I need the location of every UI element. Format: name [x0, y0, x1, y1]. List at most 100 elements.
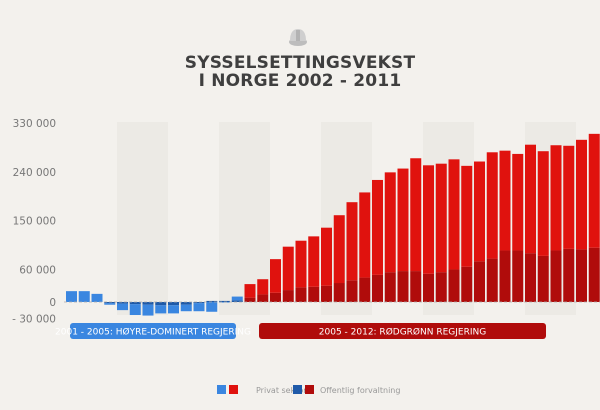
- bar-public: [282, 290, 294, 302]
- bar-public: [231, 300, 243, 302]
- legend: Privat sektor Offentlig forvaltning: [217, 385, 400, 395]
- bar-private: [129, 304, 141, 316]
- bar-public: [563, 248, 575, 302]
- bar-private: [66, 291, 77, 302]
- bar-private: [180, 304, 192, 312]
- bar-public: [588, 247, 600, 302]
- bar-private: [346, 202, 358, 281]
- bar-public: [372, 274, 383, 302]
- bar-private: [525, 144, 536, 254]
- legend-private-blue-swatch: [217, 385, 226, 394]
- bar-public: [537, 255, 549, 302]
- bar-private: [321, 227, 332, 286]
- legend-public-blue-swatch: [293, 385, 302, 394]
- bar-public: [117, 302, 128, 304]
- bar-private: [537, 151, 549, 256]
- bar-private: [448, 159, 460, 270]
- bar-private: [282, 246, 294, 291]
- bar-public: [486, 258, 498, 302]
- bar-public: [576, 249, 587, 302]
- bar-private: [168, 305, 179, 314]
- bar-private: [461, 165, 473, 267]
- bar-public: [384, 272, 396, 302]
- bar-private: [359, 192, 371, 278]
- bar-public: [295, 287, 307, 302]
- bar-public: [155, 302, 167, 306]
- year-band: [117, 122, 168, 315]
- bar-private: [206, 302, 218, 312]
- bar-public: [448, 269, 460, 302]
- legend-public-label: Offentlig forvaltning: [320, 386, 400, 395]
- bar-private: [257, 279, 269, 295]
- bar-private: [155, 305, 167, 314]
- bar-private: [435, 163, 447, 273]
- bar-private: [308, 236, 320, 287]
- bar-private: [576, 139, 587, 250]
- bar-public: [193, 302, 205, 304]
- bar-private: [372, 179, 383, 275]
- bar-public: [359, 277, 371, 302]
- period-badge: [70, 323, 236, 339]
- chart-title-line-1: SYSSELSETTINGSVEKST: [185, 53, 416, 73]
- period-labels: 2001 - 2005: HØYRE-DOMINERT REGJERING 200…: [55, 323, 546, 339]
- bars: [66, 133, 600, 316]
- y-tick-label: 0: [49, 297, 56, 309]
- bar-private: [512, 153, 524, 251]
- bar-private: [397, 168, 409, 272]
- bar-private: [295, 240, 307, 288]
- bar-private: [384, 172, 396, 273]
- bar-private: [193, 303, 205, 312]
- period-badge: [259, 323, 546, 339]
- bar-public: [423, 273, 434, 302]
- y-tick-label: 240 000: [13, 167, 56, 179]
- bar-public: [244, 297, 256, 302]
- bar-public: [142, 302, 154, 305]
- bar-private: [474, 161, 485, 262]
- bar-public: [257, 294, 269, 302]
- bar-public: [129, 302, 141, 305]
- y-axis: 330 000 240 000 150 000 60 000 0 - 30 000: [12, 118, 56, 325]
- bar-public: [321, 285, 332, 302]
- bar-private: [117, 303, 128, 311]
- bar-private: [91, 293, 103, 302]
- bar-public: [499, 250, 511, 302]
- bar-public: [333, 283, 345, 302]
- chart-title-line-2: I NORGE 2002 - 2011: [199, 71, 402, 91]
- bar-private: [550, 145, 562, 251]
- bar-private: [499, 150, 511, 251]
- bar-public: [104, 302, 116, 304]
- legend-public-red-swatch: [305, 385, 314, 394]
- logo-icon: [289, 29, 307, 46]
- bar-private: [423, 165, 434, 274]
- y-tick-label: 330 000: [13, 118, 56, 130]
- bar-public: [206, 300, 218, 302]
- bar-public: [346, 280, 358, 302]
- bar-public: [410, 271, 422, 302]
- bar-public: [168, 302, 179, 306]
- bar-private: [244, 284, 256, 298]
- bar-public: [219, 300, 230, 302]
- bar-public: [180, 302, 192, 305]
- bar-public: [525, 253, 536, 302]
- bar-public: [435, 272, 447, 302]
- y-tick-label: 150 000: [13, 216, 56, 228]
- bar-public: [512, 250, 524, 302]
- bar-public: [397, 271, 409, 302]
- y-tick-label: 60 000: [19, 264, 56, 276]
- bar-private: [588, 133, 600, 248]
- bar-private: [333, 215, 345, 284]
- y-tick-label: - 30 000: [12, 313, 56, 325]
- bar-private: [78, 291, 90, 302]
- bar-public: [308, 286, 320, 302]
- bar-private: [410, 158, 422, 272]
- legend-private-red-swatch: [229, 385, 238, 394]
- bar-public: [270, 292, 281, 302]
- bar-private: [270, 259, 281, 293]
- period-label: 2001 - 2005: HØYRE-DOMINERT REGJERING: [55, 327, 251, 338]
- period-label: 2005 - 2012: RØDGRØNN REGJERING: [319, 327, 486, 338]
- bar-public: [474, 261, 485, 302]
- bar-private: [486, 152, 498, 259]
- bar-private: [563, 145, 575, 249]
- bar-public: [461, 266, 473, 302]
